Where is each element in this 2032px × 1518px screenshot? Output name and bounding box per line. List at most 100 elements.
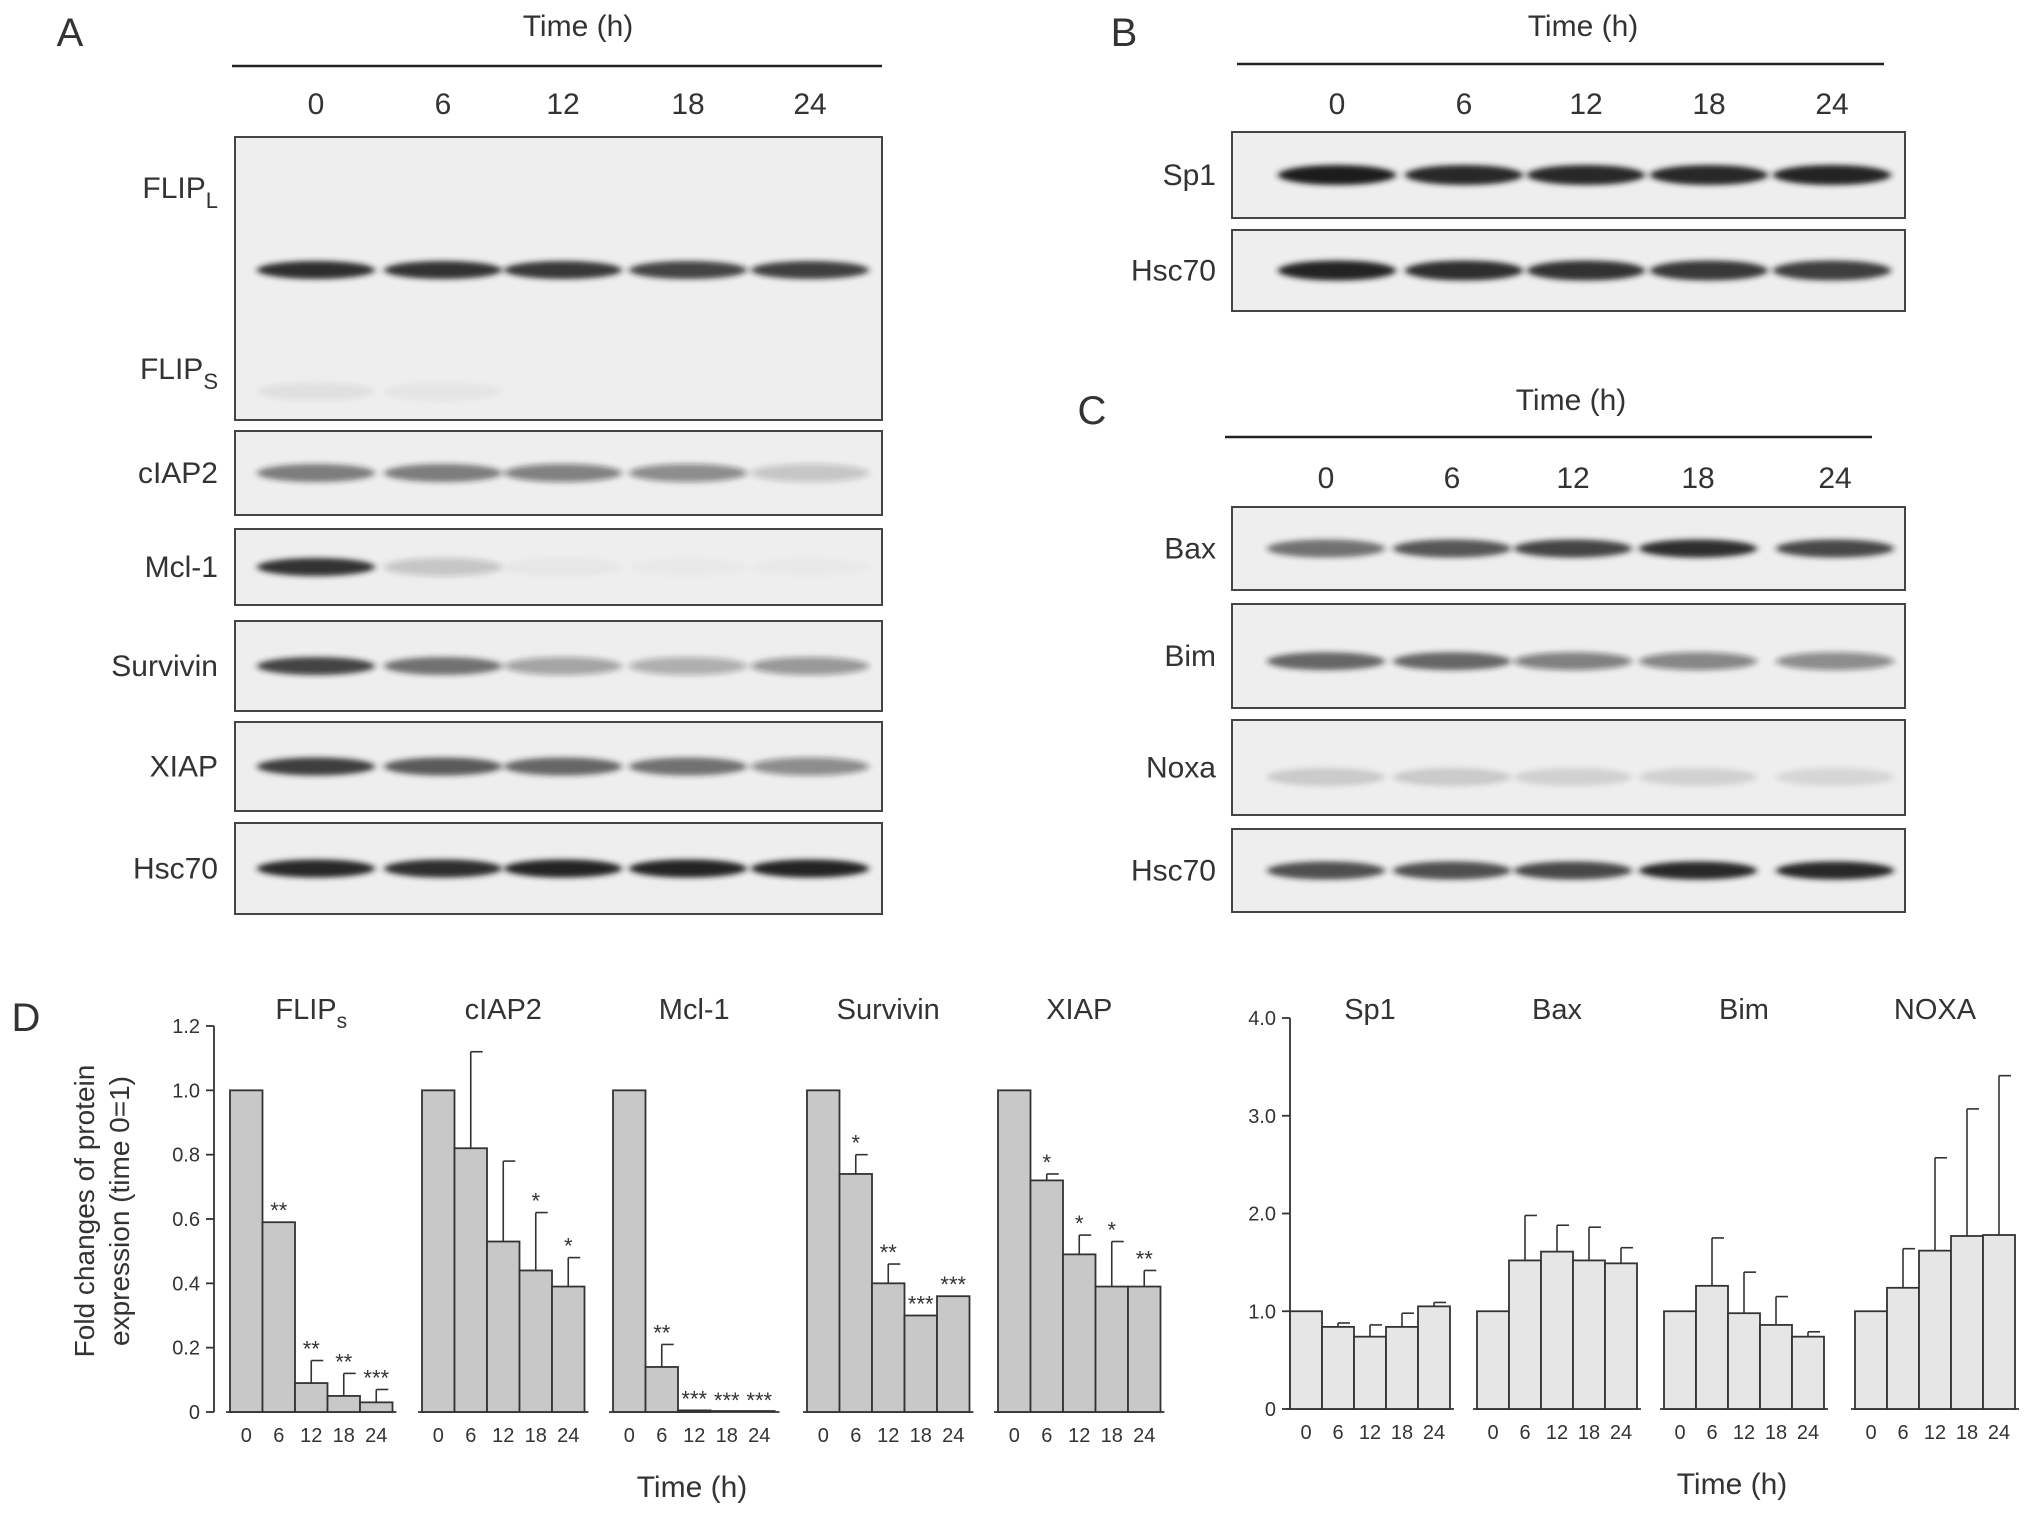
lane-label: 18 xyxy=(671,88,704,121)
protein-label: Bax xyxy=(1164,533,1216,566)
significance-mark: *** xyxy=(363,1365,389,1390)
x-tick-label: 6 xyxy=(1519,1422,1530,1444)
band xyxy=(257,859,375,878)
band xyxy=(1405,165,1523,185)
x-tick-label: 18 xyxy=(1101,1425,1123,1447)
protein-label-base: Hsc70 xyxy=(1131,855,1216,888)
protein-label: cIAP2 xyxy=(138,457,218,490)
band xyxy=(751,859,869,878)
protein-label: Mcl-1 xyxy=(145,551,218,584)
group-title: Mcl-1 xyxy=(659,994,730,1026)
bar xyxy=(1353,1335,1387,1410)
bar xyxy=(1572,1259,1606,1410)
x-tick-label: 12 xyxy=(1733,1422,1755,1444)
band xyxy=(1267,652,1385,671)
band xyxy=(384,558,502,576)
bar xyxy=(1759,1324,1793,1410)
bar xyxy=(326,1395,361,1413)
y-tick-label: 0 xyxy=(1265,1399,1276,1421)
group-title-sub: s xyxy=(337,1010,348,1033)
bar xyxy=(486,1240,521,1413)
bar xyxy=(1321,1325,1355,1410)
x-tick-label: 0 xyxy=(1674,1422,1685,1444)
group-title-base: cIAP2 xyxy=(465,994,542,1026)
lane-label: 0 xyxy=(308,88,325,121)
band xyxy=(1639,861,1757,880)
protein-label-base: Bax xyxy=(1164,533,1216,566)
x-tick-label: 6 xyxy=(465,1425,476,1447)
band xyxy=(384,261,502,280)
bar xyxy=(1127,1285,1162,1413)
band xyxy=(751,464,869,482)
protein-label: FLIPS xyxy=(140,353,218,394)
band xyxy=(384,757,502,776)
lane-label: 6 xyxy=(435,88,452,121)
protein-label-base: Hsc70 xyxy=(133,853,218,886)
group-title: FLIPs xyxy=(275,994,347,1033)
bar xyxy=(1791,1335,1825,1410)
lane-label: 18 xyxy=(1681,462,1714,495)
protein-label-sub: S xyxy=(203,369,218,394)
x-tick-label: 0 xyxy=(433,1425,444,1447)
significance-mark: * xyxy=(564,1234,573,1259)
group-title: Bim xyxy=(1719,994,1769,1026)
bar xyxy=(997,1089,1032,1413)
significance-mark: *** xyxy=(908,1292,934,1317)
significance-mark: *** xyxy=(940,1272,966,1297)
group-title-base: Mcl-1 xyxy=(659,994,730,1026)
protein-label: Hsc70 xyxy=(1131,855,1216,888)
bar xyxy=(1540,1250,1574,1410)
x-tick-label: 12 xyxy=(300,1425,322,1447)
band xyxy=(629,859,747,878)
x-tick-label: 0 xyxy=(818,1425,829,1447)
x-tick-label: 12 xyxy=(877,1425,899,1447)
bar xyxy=(1854,1310,1888,1410)
x-tick-label: 24 xyxy=(1610,1422,1632,1444)
band xyxy=(1776,652,1894,671)
panel-a: A Time (h)0 6 12 18 24FLIPLFLIPScIAP2Mcl-1Sur… xyxy=(57,10,883,915)
band xyxy=(751,261,869,280)
band xyxy=(1278,260,1396,281)
band xyxy=(257,757,375,776)
protein-label: Sp1 xyxy=(1163,159,1216,192)
significance-mark: * xyxy=(531,1189,540,1214)
band xyxy=(257,657,375,675)
protein-label: Noxa xyxy=(1146,752,1216,785)
bar xyxy=(612,1089,647,1413)
band xyxy=(1776,861,1894,880)
protein-label-base: XIAP xyxy=(150,751,218,784)
band xyxy=(1776,768,1894,786)
x-tick-label: 6 xyxy=(1897,1422,1908,1444)
lane-label: 12 xyxy=(1569,88,1602,121)
band xyxy=(504,464,622,482)
x-tick-label: 12 xyxy=(1068,1425,1090,1447)
band xyxy=(1514,861,1632,880)
x-tick-label: 24 xyxy=(748,1425,770,1447)
lane-label: 12 xyxy=(1556,462,1589,495)
protein-label: Survivin xyxy=(111,650,218,683)
bar xyxy=(518,1269,553,1413)
y-axis-label-line2: expression (time 0=1) xyxy=(104,1076,135,1346)
time-header: Time (h) xyxy=(523,10,634,43)
bar xyxy=(1982,1234,2016,1410)
x-tick-label: 18 xyxy=(1765,1422,1787,1444)
y-tick-label: 0.8 xyxy=(172,1145,200,1167)
x-tick-label: 18 xyxy=(716,1425,738,1447)
protein-label: Bim xyxy=(1164,640,1216,673)
bar xyxy=(838,1173,873,1413)
protein-label: Hsc70 xyxy=(1131,255,1216,288)
band xyxy=(1650,260,1768,281)
band xyxy=(751,657,869,675)
band xyxy=(384,464,502,482)
band xyxy=(1639,768,1757,786)
y-tick-label: 0.2 xyxy=(172,1338,200,1360)
bar xyxy=(806,1089,841,1413)
x-tick-label: 0 xyxy=(1487,1422,1498,1444)
y-tick-label: 3.0 xyxy=(1248,1106,1276,1128)
band xyxy=(1639,539,1757,558)
x-tick-label: 0 xyxy=(624,1425,635,1447)
band xyxy=(629,261,747,280)
x-tick-label: 24 xyxy=(942,1425,964,1447)
band xyxy=(504,558,622,576)
group-title-base: Bim xyxy=(1719,994,1769,1026)
